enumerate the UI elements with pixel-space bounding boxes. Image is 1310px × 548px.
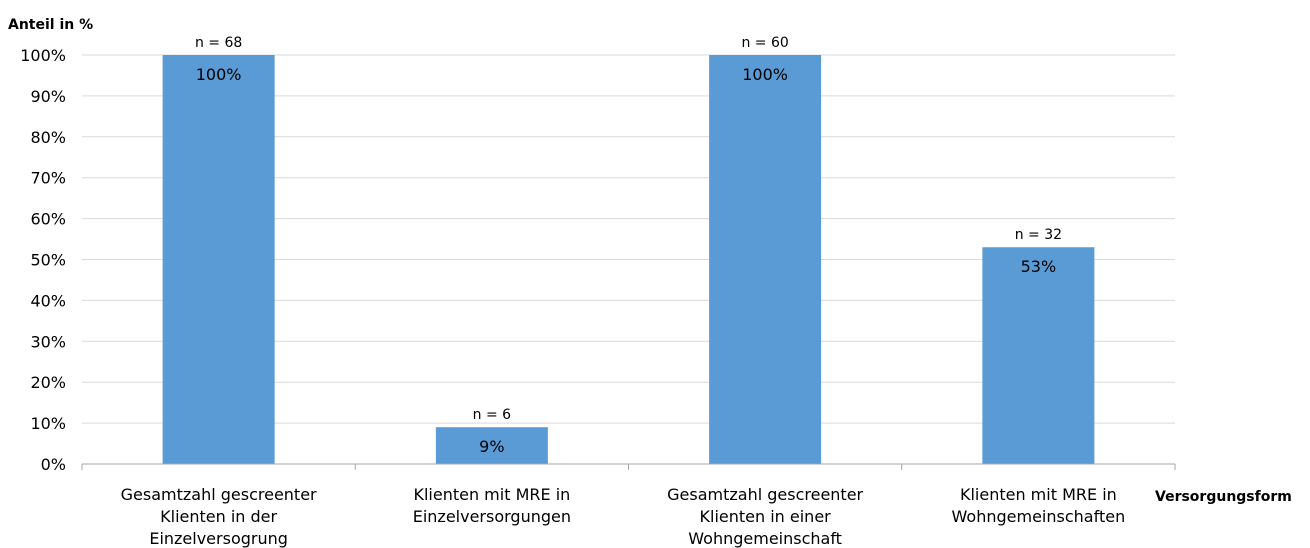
y-tick-label: 100%	[20, 46, 66, 65]
data-label: 9%	[479, 437, 504, 456]
y-tick-labels: 0% 10% 20% 30% 40% 50% 60% 70% 80% 90% 100%	[20, 46, 66, 474]
data-label: 100%	[196, 65, 242, 84]
y-tick-label: 0%	[41, 455, 66, 474]
x-axis-title: Versorgungsform	[1155, 489, 1292, 505]
y-tick-label: 30%	[30, 332, 66, 351]
y-tick-label: 90%	[30, 87, 66, 106]
y-tick-label: 60%	[30, 210, 66, 229]
category-labels: Gesamtzahl gescreenter Klienten in der Ein…	[121, 485, 1126, 548]
x-tick-label: Gesamtzahl gescreenter Klienten in einer W…	[667, 485, 863, 548]
x-tick-label: Klienten mit MRE in Wohngemeinschaften	[952, 485, 1126, 526]
y-tick-label: 70%	[30, 169, 66, 188]
bar	[982, 247, 1095, 464]
bars: n = 68 100% n = 6 9% n = 60 100% n = 32 53%	[162, 35, 1095, 464]
n-label: n = 6	[473, 407, 512, 423]
x-tick-label: Gesamtzahl gescreenter Klienten in der Ein…	[121, 485, 317, 548]
y-tick-label: 10%	[30, 414, 66, 433]
n-label: n = 32	[1015, 227, 1062, 243]
bar	[162, 55, 275, 464]
x-axis	[81, 463, 1176, 470]
y-tick-label: 20%	[30, 373, 66, 392]
y-axis-title: Anteil in %	[8, 17, 93, 33]
x-tick-label: Klienten mit MRE in Einzelversorgungen	[413, 485, 571, 526]
y-tick-label: 80%	[30, 128, 66, 147]
bar	[435, 427, 548, 464]
data-label: 100%	[742, 65, 788, 84]
data-label: 53%	[1021, 257, 1057, 276]
bar	[709, 55, 822, 464]
n-label: n = 60	[741, 35, 788, 51]
y-tick-label: 50%	[30, 251, 66, 270]
n-label: n = 68	[195, 35, 242, 51]
y-tick-label: 40%	[30, 291, 66, 310]
